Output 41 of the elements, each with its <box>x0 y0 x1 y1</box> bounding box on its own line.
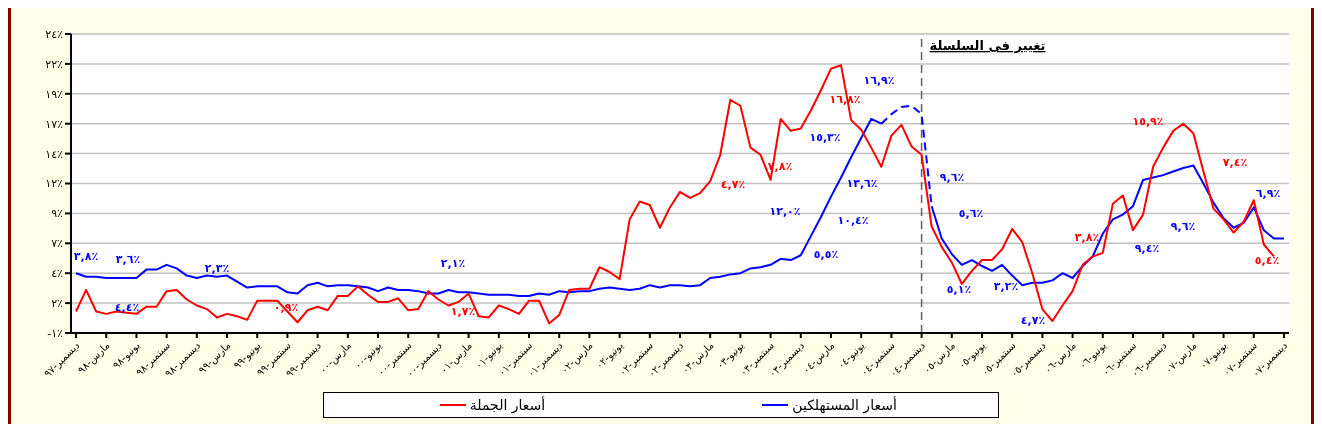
annotation: ٩,٦٪ <box>939 170 965 184</box>
y-tick-label: ٢٤٪ <box>45 27 64 41</box>
annotation: ١٣,٦٪ <box>846 176 878 190</box>
legend-label: أسعار المستهلكين <box>792 397 897 413</box>
annotation: ١٠,٤٪ <box>837 213 869 227</box>
x-tick-label: يونيو-٠٤ <box>835 339 867 371</box>
y-tick-label: ١٩٪ <box>45 87 64 101</box>
annotation: ٥,٦٪ <box>958 206 984 220</box>
annotation: ١٦,٩٪ <box>863 73 895 87</box>
annotation: ٣,٨٪ <box>73 249 99 263</box>
annotation: ١٥,٩٪ <box>1132 114 1164 128</box>
legend-label: أسعار الجملة <box>469 397 546 413</box>
annotation: ٥,٥٪ <box>813 247 839 261</box>
y-tick-label: ١٢٪ <box>45 177 64 191</box>
x-tick-label: يونيو-٠٠ <box>352 339 384 371</box>
annotation: ٢,٣٪ <box>204 261 230 275</box>
annotation: ٤,٤٪ <box>114 300 140 314</box>
y-tick-label: ٤٪ <box>51 267 64 281</box>
y-tick-label: ٧٪ <box>51 237 64 251</box>
annotation: ٦,٩٪ <box>1255 186 1281 200</box>
annotation: ١,٧٪ <box>450 304 476 318</box>
annotation: ٣,٢٪ <box>993 279 1019 293</box>
y-tick-label: ١٤٪ <box>45 147 64 161</box>
ref-line-label: تغيير فى السلسلة <box>929 38 1046 53</box>
annotation: ٩,٤٪ <box>1134 241 1160 255</box>
annotation: ٧,٤٪ <box>1222 155 1248 169</box>
annotation: ٥,٤٪ <box>1254 253 1280 267</box>
y-tick-label: ٢٢٪ <box>45 57 64 71</box>
annotation: ٥,١٪ <box>946 282 972 296</box>
annotation: ٤,٧٪ <box>1020 313 1046 327</box>
y-tick-label: -١٪ <box>47 326 64 340</box>
annotation: ٢,١٪ <box>440 256 466 270</box>
annotation: ٣,٨٪ <box>1074 230 1100 244</box>
annotation: ١٥,٣٪ <box>809 130 841 144</box>
y-tick-label: ١٧٪ <box>45 117 64 131</box>
annotation: ٩,٦٪ <box>1170 219 1196 233</box>
annotation: ١٢,٠٪ <box>769 204 801 218</box>
y-tick-label: ٢٪ <box>51 297 64 311</box>
annotation: ٤,٧٪ <box>720 177 746 191</box>
annotation: ٣,٦٪ <box>115 252 141 266</box>
y-tick-label: ٩٪ <box>51 207 64 221</box>
